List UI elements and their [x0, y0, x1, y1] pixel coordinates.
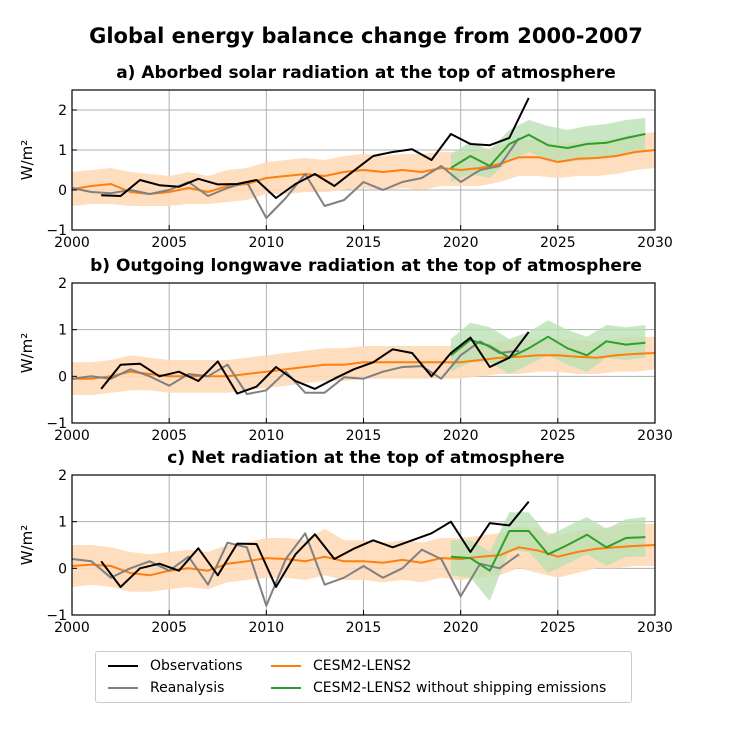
panel-b-xtick-label-2015: 2015 — [346, 428, 382, 444]
panel-c-xtick-label-2010: 2010 — [249, 620, 285, 636]
panel-a-xtick-label-2020: 2020 — [443, 235, 479, 251]
legend-swatch-observations — [108, 665, 138, 667]
panel-b-ylabel: W/m² — [18, 333, 36, 374]
figure-title: Global energy balance change from 2000-2… — [89, 24, 643, 48]
panel-a-xtick-label-2000: 2000 — [54, 235, 90, 251]
panel-a-ylabel: W/m² — [18, 140, 36, 181]
panel-c-line-reanalysis — [71, 532, 520, 607]
panel-b-xtick-label-2005: 2005 — [151, 428, 187, 444]
panel-b-line-cesm2 — [72, 352, 656, 380]
panel-c-ytick-label--1: −1 — [46, 608, 67, 624]
panel-a-xtick-label-2015: 2015 — [346, 235, 382, 251]
legend-entry-observations: Observations — [108, 656, 243, 676]
panel-a-xtick-label-2005: 2005 — [151, 235, 187, 251]
panel-a-ytick-label-1: 1 — [58, 143, 67, 159]
panel-b-line-observations — [100, 331, 530, 395]
panel-c-ytick-label-1: 1 — [58, 515, 67, 531]
panel-a-xtick-label-2030: 2030 — [637, 235, 673, 251]
legend-entry-no-shipping: CESM2-LENS2 without shipping emissions — [271, 678, 606, 698]
panel-a-xtick-label-2025: 2025 — [540, 235, 576, 251]
panel-c-xtick-label-2005: 2005 — [151, 620, 187, 636]
panel-b-xtick-label-2030: 2030 — [637, 428, 673, 444]
legend-swatch-reanalysis — [108, 687, 138, 689]
panel-c-xtick-label-2015: 2015 — [346, 620, 382, 636]
panel-c-ylabel: W/m² — [18, 525, 36, 566]
legend-entry-cesm2-lens2: CESM2-LENS2 — [271, 656, 411, 676]
panel-a-title: a) Aborbed solar radiation at the top of… — [116, 63, 616, 83]
panel-b-xtick-label-2010: 2010 — [249, 428, 285, 444]
panel-a-line-noship — [450, 133, 646, 169]
panel-c-title: c) Net radiation at the top of atmospher… — [167, 448, 565, 468]
legend-swatch-no-shipping — [271, 687, 301, 689]
panel-c-band-noship — [450, 512, 646, 601]
panel-b-ytick-label--1: −1 — [46, 416, 67, 432]
panel-b-ytick-label-2: 2 — [58, 276, 67, 292]
panel-b-ytick-label-0: 0 — [58, 369, 67, 385]
panel-c-ytick-label-2: 2 — [58, 468, 67, 484]
panel-a-line-cesm2 — [71, 149, 656, 195]
panel-c-xtick-label-2000: 2000 — [54, 620, 90, 636]
panel-b-xtick-label-2000: 2000 — [54, 428, 90, 444]
panel-a-ytick-label--1: −1 — [46, 223, 67, 239]
panel-a-ytick-label-2: 2 — [58, 103, 67, 119]
panel-b-line-reanalysis — [71, 340, 520, 396]
legend: Observations Reanalysis CESM2-LENS2 CESM… — [95, 651, 632, 703]
legend-label-no-shipping: CESM2-LENS2 without shipping emissions — [313, 680, 607, 696]
panel-a-line-reanalysis — [71, 137, 520, 219]
panel-b-title: b) Outgoing longwave radiation at the to… — [90, 256, 642, 276]
panel-b-band-noship — [450, 320, 646, 374]
panel-a-xtick-label-2010: 2010 — [249, 235, 285, 251]
legend-label-reanalysis: Reanalysis — [150, 680, 225, 696]
panel-b-xtick-label-2020: 2020 — [443, 428, 479, 444]
panel-a-line-observations — [101, 97, 530, 199]
panel-c-line-noship — [450, 530, 646, 572]
panel-b-line-noship — [450, 335, 646, 359]
panel-c-xtick-label-2020: 2020 — [443, 620, 479, 636]
panel-c-ytick-label-0: 0 — [58, 561, 67, 577]
panel-c-xtick-label-2025: 2025 — [540, 620, 576, 636]
panel-c-xtick-label-2030: 2030 — [637, 620, 673, 636]
legend-label-observations: Observations — [150, 658, 243, 674]
panel-a-ytick-label-0: 0 — [58, 183, 67, 199]
legend-label-cesm2-lens2: CESM2-LENS2 — [313, 658, 412, 674]
panel-b-xtick-label-2025: 2025 — [540, 428, 576, 444]
legend-entry-reanalysis: Reanalysis — [108, 678, 224, 698]
panel-b-ytick-label-1: 1 — [58, 323, 67, 339]
panel-c-line-observations — [100, 500, 530, 588]
legend-swatch-cesm2-lens2 — [271, 665, 301, 667]
